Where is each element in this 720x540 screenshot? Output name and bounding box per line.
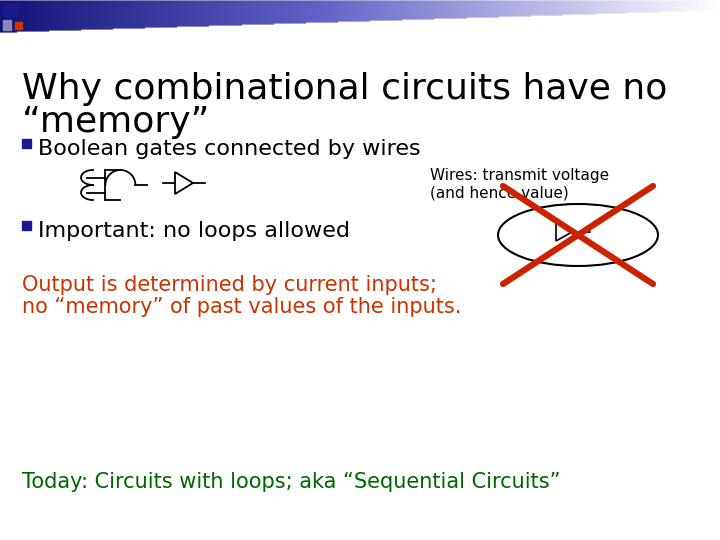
Text: Output is determined by current inputs;: Output is determined by current inputs; (22, 275, 437, 295)
Text: Boolean gates connected by wires: Boolean gates connected by wires (38, 139, 420, 159)
Bar (15, 22, 22, 29)
Text: Wires: transmit voltage
(and hence value): Wires: transmit voltage (and hence value… (430, 168, 609, 200)
Text: no “memory” of past values of the inputs.: no “memory” of past values of the inputs… (22, 297, 462, 317)
Text: Today: Circuits with loops; aka “Sequential Circuits”: Today: Circuits with loops; aka “Sequent… (22, 472, 560, 492)
Bar (3, 3, 17, 16)
Bar (22, 139, 31, 148)
Text: Why combinational circuits have no: Why combinational circuits have no (22, 72, 667, 106)
Bar (3, 20, 11, 30)
Bar (22, 221, 31, 230)
Text: “memory”: “memory” (22, 105, 210, 139)
Text: Important: no loops allowed: Important: no loops allowed (38, 221, 350, 241)
